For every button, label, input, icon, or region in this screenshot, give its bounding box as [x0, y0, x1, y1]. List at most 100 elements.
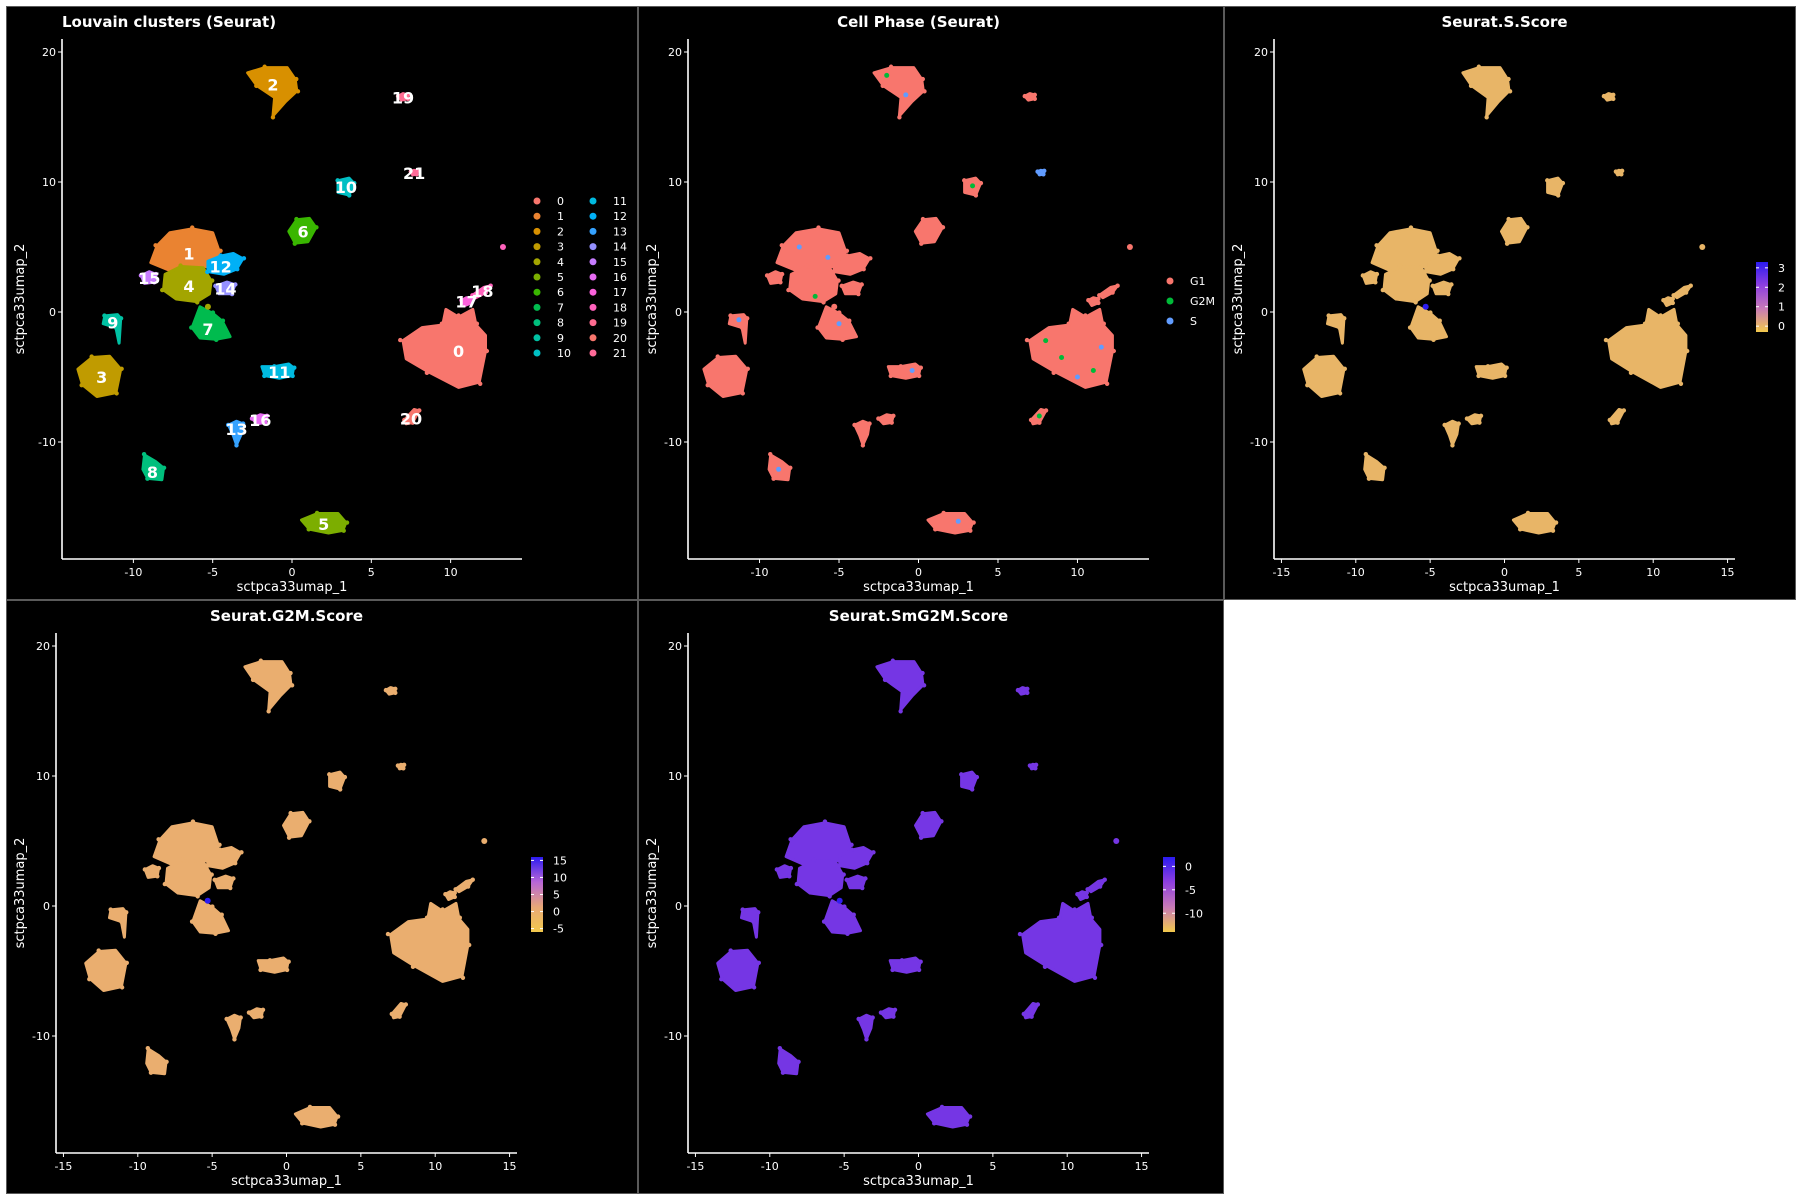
cell-point: [225, 422, 231, 428]
cell-point: [1504, 241, 1510, 246]
cell-point: [868, 256, 873, 261]
cell-point: [443, 892, 448, 897]
cluster-label: 0: [453, 342, 464, 361]
legend-label: 20: [613, 332, 627, 345]
x-tick-label: 15: [1721, 566, 1735, 579]
cell-point: [880, 83, 885, 89]
cell-point: [410, 420, 415, 425]
cell-point: [401, 766, 406, 771]
cell-point: [233, 282, 238, 287]
cluster-label: 5: [318, 515, 329, 534]
cell-point: [262, 64, 267, 69]
cluster-12-points: [832, 252, 871, 276]
cell-point: [288, 810, 293, 816]
y-tick-label: -10: [32, 1030, 50, 1043]
cluster-4-points: [1382, 265, 1431, 304]
cluster-8-points: [145, 1047, 168, 1076]
legend-key: [533, 197, 541, 205]
legend-label: 19: [613, 317, 627, 330]
cell-point: [161, 465, 167, 471]
panel-phase: Cell Phase (Seurat) -10 -5 0 5 10 -10 0 10 20 sctp…: [638, 6, 1224, 600]
legend-label: G1: [1190, 275, 1206, 288]
outlier-point: [1113, 838, 1120, 844]
x-tick-label: -15: [686, 1160, 704, 1173]
cell-point: [327, 772, 332, 777]
cell-point: [1413, 300, 1418, 305]
cell-point: [719, 976, 724, 982]
cell-point: [859, 282, 864, 287]
legend-label: 18: [613, 301, 627, 314]
cell-point: [1675, 321, 1681, 326]
cell-point: [1024, 337, 1030, 343]
legend-key: [589, 349, 597, 357]
y-tick-label: 20: [668, 640, 682, 653]
cell-point: [821, 919, 827, 924]
phase-cell-point: [736, 317, 742, 323]
cell-point: [260, 1007, 266, 1013]
cell-point: [836, 278, 841, 283]
cell-point: [756, 960, 761, 966]
cluster-9-points: [740, 907, 760, 939]
legend-key: [533, 319, 541, 327]
cluster-3-points: [1302, 354, 1346, 398]
cluster-13-points: [225, 1013, 242, 1041]
phase-cell-point: [1036, 413, 1042, 419]
cluster-5-points: [1511, 512, 1557, 535]
cell-point: [292, 365, 297, 370]
colorbar: [1756, 262, 1768, 332]
cluster-2-points: [1461, 66, 1511, 118]
cell-point: [214, 337, 219, 343]
cell-point: [220, 318, 226, 323]
legend-label: 21: [613, 347, 627, 360]
cell-point: [1619, 172, 1624, 177]
cell-point: [1619, 168, 1625, 174]
cluster-8-points: [1363, 453, 1386, 482]
legend-label: 7: [557, 301, 564, 314]
cell-point: [847, 318, 852, 323]
cluster-9-points: [727, 313, 749, 345]
cell-point: [978, 180, 984, 186]
cell-point: [1601, 93, 1607, 99]
cell-point: [234, 443, 239, 448]
cell-point: [889, 420, 894, 425]
cluster-13-points: [227, 419, 245, 447]
cell-point: [470, 293, 475, 298]
cell-point: [307, 1104, 313, 1110]
cell-point: [1446, 291, 1451, 297]
cluster-0-points: [401, 307, 487, 389]
cell-point: [786, 287, 791, 293]
legend-key: [589, 227, 597, 235]
cell-point: [1042, 964, 1048, 970]
cell-point: [440, 907, 445, 912]
cell-point: [1056, 915, 1062, 920]
cell-point: [452, 894, 457, 900]
x-tick-label: -5: [834, 566, 845, 579]
cell-point: [839, 283, 844, 289]
colorbar-label: 2: [1778, 281, 1785, 294]
clusters-plot-svg: Louvain clusters (Seurat)-10 -5 0 5 10-10010…: [13, 13, 627, 595]
cell-point: [457, 915, 463, 920]
legend-key: [589, 319, 597, 327]
cell-point: [232, 861, 238, 866]
cell-point: [920, 670, 925, 676]
cell-point: [867, 421, 872, 426]
cell-point: [771, 476, 776, 481]
legend-key: [589, 273, 597, 281]
x-tick-label: -10: [124, 566, 142, 579]
cell-point: [439, 321, 445, 326]
cluster-13-points: [1443, 419, 1460, 447]
legend-label: 8: [557, 317, 564, 330]
cell-point: [1442, 422, 1447, 428]
cell-point: [1043, 408, 1049, 413]
panel-title: Seurat.S.Score: [1441, 13, 1567, 31]
cell-point: [1603, 337, 1609, 343]
cell-point: [393, 690, 398, 696]
colorbar-label: -5: [1185, 884, 1196, 897]
x-axis-label: sctpca33umap_1: [863, 580, 974, 595]
cell-point: [179, 857, 185, 862]
legend-label: 3: [557, 241, 564, 254]
x-tick-label: 10: [1646, 566, 1660, 579]
cell-point: [205, 269, 210, 275]
cell-point: [756, 910, 761, 915]
